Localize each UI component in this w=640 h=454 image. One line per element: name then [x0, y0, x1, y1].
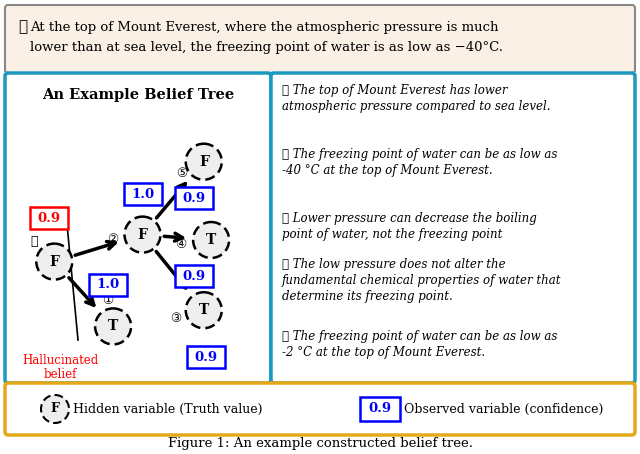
FancyBboxPatch shape — [271, 73, 635, 383]
Text: ⒪: ⒪ — [18, 20, 27, 35]
FancyBboxPatch shape — [187, 346, 225, 369]
Text: ② The freezing point of water can be as low as: ② The freezing point of water can be as … — [282, 148, 557, 161]
FancyBboxPatch shape — [360, 397, 400, 421]
Text: Figure 1: An example constructed belief tree.: Figure 1: An example constructed belief … — [168, 436, 472, 449]
Circle shape — [125, 217, 161, 252]
Text: F: F — [199, 155, 209, 169]
Text: ① The top of Mount Everest has lower: ① The top of Mount Everest has lower — [282, 84, 508, 97]
Circle shape — [186, 292, 221, 328]
Text: point of water, not the freezing point: point of water, not the freezing point — [282, 228, 502, 241]
Text: T: T — [198, 303, 209, 317]
Text: lower than at sea level, the freezing point of water is as low as −40°C.: lower than at sea level, the freezing po… — [30, 41, 503, 54]
Text: 0.9: 0.9 — [195, 351, 218, 364]
Circle shape — [186, 144, 221, 180]
Text: 1.0: 1.0 — [131, 188, 154, 201]
FancyBboxPatch shape — [31, 207, 68, 229]
Text: 0.9: 0.9 — [38, 212, 61, 225]
Text: ④ The low pressure does not alter the: ④ The low pressure does not alter the — [282, 258, 506, 271]
FancyBboxPatch shape — [124, 183, 161, 205]
Text: 0.9: 0.9 — [369, 403, 392, 415]
Text: ⑤ The freezing point of water can be as low as: ⑤ The freezing point of water can be as … — [282, 330, 557, 343]
Text: fundamental chemical properties of water that: fundamental chemical properties of water… — [282, 274, 561, 287]
FancyBboxPatch shape — [5, 5, 635, 73]
Text: F: F — [51, 403, 60, 415]
FancyBboxPatch shape — [175, 266, 213, 287]
Text: 1.0: 1.0 — [97, 278, 120, 291]
Text: -40 °C at the top of Mount Everest.: -40 °C at the top of Mount Everest. — [282, 164, 493, 177]
Text: belief: belief — [44, 367, 77, 380]
Text: 0.9: 0.9 — [182, 270, 205, 283]
Text: atmospheric pressure compared to sea level.: atmospheric pressure compared to sea lev… — [282, 100, 550, 113]
Text: T: T — [206, 233, 216, 247]
Text: F: F — [49, 255, 60, 269]
Text: Observed variable (confidence): Observed variable (confidence) — [404, 403, 604, 415]
Text: ⑤: ⑤ — [176, 167, 188, 180]
Text: F: F — [138, 227, 147, 242]
Text: 0.9: 0.9 — [182, 192, 205, 205]
Text: ③: ③ — [170, 312, 181, 325]
Circle shape — [95, 308, 131, 345]
Circle shape — [36, 244, 72, 280]
Text: Hidden variable (Truth value): Hidden variable (Truth value) — [73, 403, 262, 415]
FancyBboxPatch shape — [5, 383, 635, 435]
Circle shape — [193, 222, 229, 258]
Text: ③ Lower pressure can decrease the boiling: ③ Lower pressure can decrease the boilin… — [282, 212, 537, 225]
Text: An Example Belief Tree: An Example Belief Tree — [42, 88, 234, 102]
FancyBboxPatch shape — [89, 274, 127, 296]
Text: determine its freezing point.: determine its freezing point. — [282, 290, 452, 303]
Circle shape — [41, 395, 69, 423]
FancyBboxPatch shape — [175, 187, 213, 209]
Text: ①: ① — [102, 294, 114, 307]
Text: ④: ④ — [175, 238, 187, 252]
FancyBboxPatch shape — [5, 73, 271, 383]
Text: ②: ② — [107, 233, 118, 246]
Text: -2 °C at the top of Mount Everest.: -2 °C at the top of Mount Everest. — [282, 346, 485, 359]
Text: ⒪: ⒪ — [31, 235, 38, 248]
Text: At the top of Mount Everest, where the atmospheric pressure is much: At the top of Mount Everest, where the a… — [30, 20, 499, 34]
Text: Hallucinated: Hallucinated — [22, 354, 98, 366]
Text: T: T — [108, 320, 118, 333]
